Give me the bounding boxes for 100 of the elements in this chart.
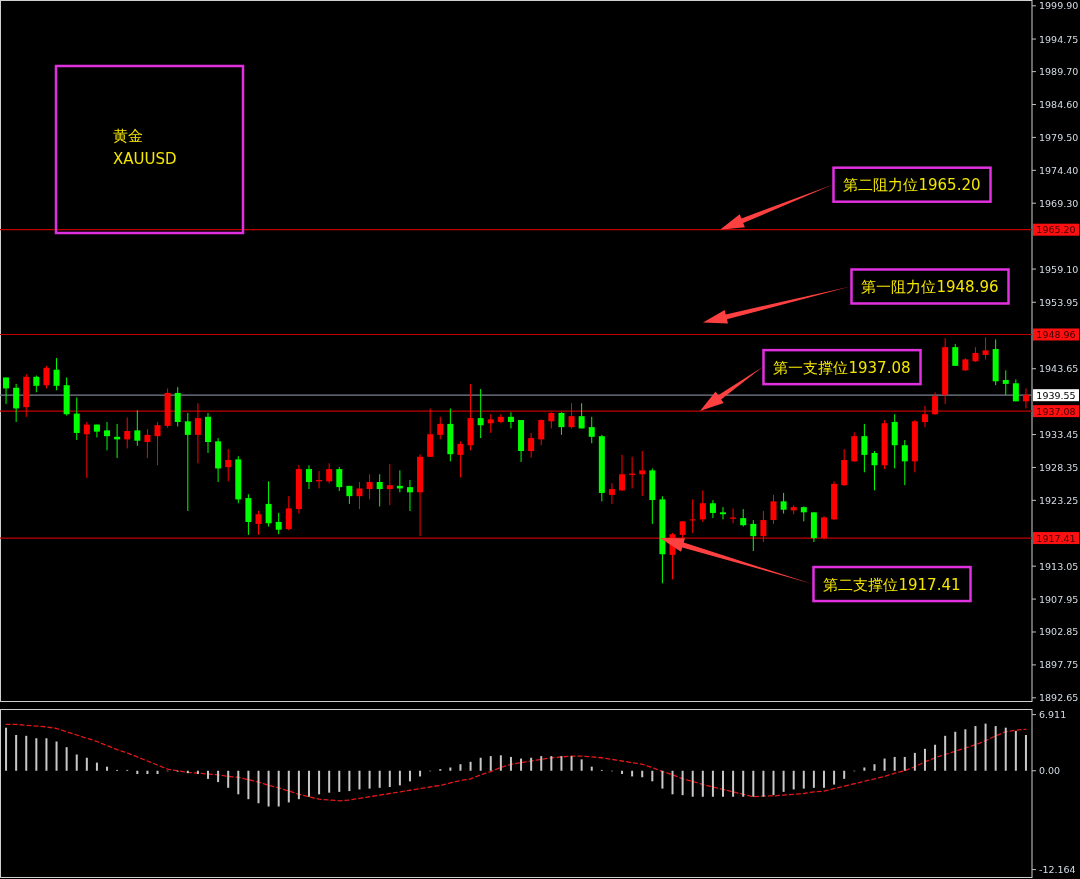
bar xyxy=(227,770,230,788)
bar xyxy=(641,770,644,778)
bar xyxy=(277,770,280,807)
bar xyxy=(5,727,8,771)
bar xyxy=(732,770,735,797)
bar xyxy=(398,770,401,786)
bar xyxy=(701,770,704,797)
bar xyxy=(570,756,573,771)
annotation: 第一阻力位1948.96 xyxy=(861,277,999,296)
bar xyxy=(358,770,361,790)
bar xyxy=(95,762,98,771)
bar xyxy=(833,770,836,785)
bar xyxy=(873,764,876,771)
bar xyxy=(671,770,674,795)
bar xyxy=(307,770,310,797)
bar xyxy=(237,770,240,795)
bar xyxy=(408,770,411,782)
ytick: 1897.75 xyxy=(1039,659,1079,671)
bar xyxy=(207,770,210,779)
annotation: 第一支撑位1937.08 xyxy=(773,358,911,377)
bar xyxy=(550,756,553,771)
bar xyxy=(55,741,58,771)
ytick: -12.164 xyxy=(1039,864,1076,876)
bar xyxy=(711,770,714,797)
bar xyxy=(459,764,462,771)
bar xyxy=(287,770,290,803)
bar xyxy=(742,770,745,797)
ref-label: 1939.55 xyxy=(1033,389,1079,402)
bar xyxy=(1004,727,1007,771)
ytick: 1974.40 xyxy=(1039,164,1079,176)
bar xyxy=(661,770,664,789)
bar xyxy=(964,729,967,771)
bar xyxy=(489,756,492,771)
bar xyxy=(85,757,88,771)
bar xyxy=(843,770,846,779)
bar xyxy=(631,770,634,777)
bar xyxy=(1024,735,1027,771)
bar xyxy=(469,761,472,771)
bar xyxy=(994,726,997,771)
ytick: 1979.50 xyxy=(1039,131,1079,143)
bar xyxy=(903,756,906,771)
bar xyxy=(388,770,391,787)
bar xyxy=(530,757,533,771)
ytick: 1892.65 xyxy=(1039,692,1079,704)
bar xyxy=(368,770,371,789)
ytick: 1994.75 xyxy=(1039,33,1079,45)
bar xyxy=(479,757,482,771)
ref-label: 1917.41 xyxy=(1033,532,1079,545)
bar xyxy=(45,738,48,771)
ytick: 6.911 xyxy=(1039,709,1067,721)
bar xyxy=(338,770,341,792)
bar xyxy=(509,756,512,771)
bar xyxy=(267,770,270,807)
bar xyxy=(934,744,937,771)
ytick: 1923.25 xyxy=(1039,494,1079,506)
ytick: 1928.35 xyxy=(1039,461,1079,473)
ytick: 1902.85 xyxy=(1039,626,1079,638)
bar xyxy=(419,770,422,777)
bar xyxy=(520,758,523,771)
bar xyxy=(328,770,331,793)
ytick: 0.00 xyxy=(1039,765,1061,777)
bar xyxy=(1014,730,1017,771)
bar xyxy=(722,770,725,797)
bar xyxy=(974,726,977,771)
bar xyxy=(25,735,28,771)
ref-label: 1948.96 xyxy=(1033,328,1079,341)
bar xyxy=(883,758,886,771)
bar xyxy=(762,770,765,797)
bar xyxy=(590,766,593,771)
bar xyxy=(348,770,351,792)
bar xyxy=(954,731,957,771)
bar xyxy=(75,754,78,771)
ytick: 1913.05 xyxy=(1039,560,1079,572)
bar xyxy=(297,770,300,800)
bar xyxy=(681,770,684,796)
bar xyxy=(822,770,825,788)
bar xyxy=(944,735,947,771)
bar xyxy=(752,770,755,797)
annotation: 第二阻力位1965.20 xyxy=(843,176,981,195)
ytick: 1989.70 xyxy=(1039,66,1079,78)
bar xyxy=(247,770,250,800)
annotation: 黄金 xyxy=(113,127,143,145)
bar xyxy=(580,759,583,771)
annotation: XAUUSD xyxy=(113,150,177,168)
bar xyxy=(812,770,815,788)
bar xyxy=(217,770,220,783)
ref-label: 1937.08 xyxy=(1033,405,1079,418)
bar xyxy=(923,748,926,771)
ytick: 1907.95 xyxy=(1039,593,1079,605)
bar xyxy=(984,723,987,771)
label-box: 黄金 XAUUSD xyxy=(54,64,245,235)
bar xyxy=(318,770,321,795)
bar xyxy=(792,770,795,790)
ytick: 1969.30 xyxy=(1039,197,1079,209)
bar xyxy=(257,770,260,804)
bar xyxy=(913,752,916,771)
bar xyxy=(540,756,543,771)
bar xyxy=(651,770,654,782)
bar xyxy=(772,770,775,796)
bar xyxy=(65,747,68,771)
